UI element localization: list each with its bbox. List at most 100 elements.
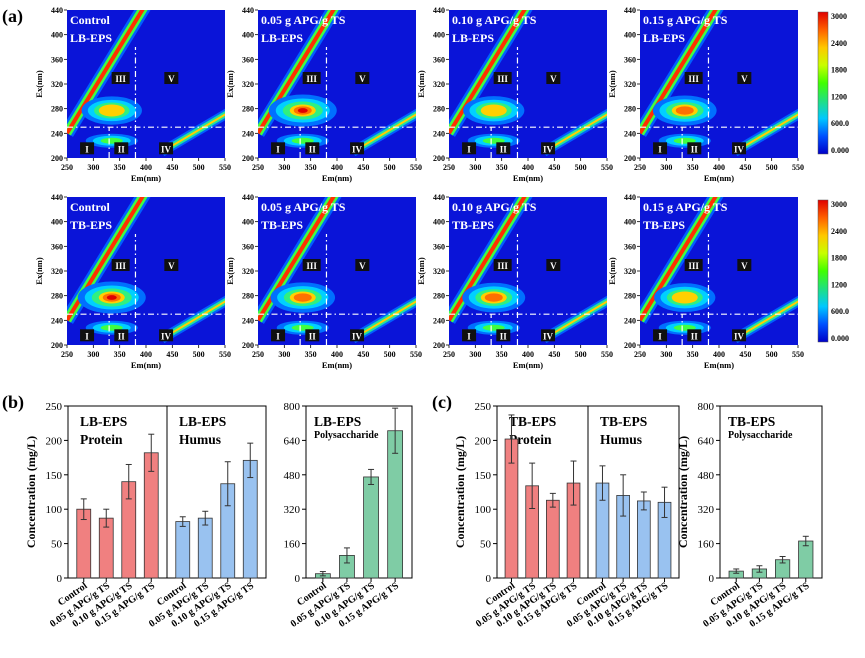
group-title: TB-EPS	[600, 414, 647, 429]
x-axis-label: Em(nm)	[704, 360, 734, 370]
region-label: III	[115, 261, 126, 271]
colorbar: 3000 2400 1800 1200 600.0 0.000	[817, 11, 849, 155]
region-label-box	[159, 329, 174, 342]
y-tick-label: 50	[51, 539, 63, 551]
x-tick-label: 350	[305, 350, 317, 359]
panel-dose-title: 0.15 g APG/g TS	[643, 200, 728, 214]
y-tick-label: 320	[51, 80, 63, 89]
x-axis-label: Em(nm)	[513, 360, 543, 370]
region-label: III	[306, 261, 317, 271]
x-tick-label: 300	[87, 163, 99, 172]
y-tick-label: 360	[433, 242, 445, 251]
colorbar-tick-label: 0.000	[831, 334, 849, 343]
y-tick-label: 400	[51, 218, 63, 227]
region-label: III	[115, 74, 126, 84]
fluorescence-peak-contour	[291, 137, 314, 144]
x-axis-label: Em(nm)	[704, 173, 734, 183]
plot-frame	[305, 405, 413, 579]
region-label-box	[164, 72, 179, 84]
panel-dose-title: 0.10 g APG/g TS	[452, 13, 537, 27]
y-tick-label: 400	[51, 31, 63, 40]
colorbar-tick-label: 3000	[831, 200, 847, 209]
panel-dose-title: 0.05 g APG/g TS	[261, 13, 346, 27]
region-label: IV	[352, 331, 363, 341]
region-label-box	[541, 142, 556, 155]
region-label: V	[359, 74, 366, 84]
y-tick-label: 280	[242, 292, 254, 301]
group-title: TB-EPS	[509, 414, 556, 429]
region-label: II	[118, 144, 126, 154]
y-axis-label: Ex(nm)	[225, 70, 235, 98]
fluorescence-peak-core	[98, 104, 125, 117]
x-axis-label: Em(nm)	[322, 360, 352, 370]
y-axis-label: Ex(nm)	[34, 70, 44, 98]
y-tick-label: 400	[242, 31, 254, 40]
panel-dose-title: 0.05 g APG/g TS	[261, 200, 346, 214]
x-tick-label: 400	[713, 163, 725, 172]
region-label: III	[497, 261, 508, 271]
region-label: IV	[161, 144, 172, 154]
y-tick-label: 320	[624, 267, 636, 276]
y-tick-label: 0	[57, 573, 63, 585]
region-label: IV	[734, 331, 745, 341]
fluorescence-peak-core	[480, 104, 507, 117]
x-tick-label: 250	[252, 350, 264, 359]
bar	[546, 499, 560, 579]
x-tick-label: 550	[792, 163, 804, 172]
y-axis-label: Ex(nm)	[34, 257, 44, 285]
region-label-box	[355, 259, 370, 271]
y-tick-label: 360	[433, 55, 445, 64]
x-tick-label: 500	[575, 350, 587, 359]
x-tick-label: 450	[166, 350, 178, 359]
region-label-box	[687, 329, 702, 342]
region-label: II	[309, 144, 317, 154]
y-tick-label: 320	[242, 80, 254, 89]
y-tick-label: 200	[242, 154, 254, 163]
y-tick-label: 640	[284, 435, 301, 447]
panel-eps-title: LB-EPS	[261, 31, 303, 45]
y-tick-label: 0	[709, 573, 715, 585]
y-tick-label: 160	[698, 539, 715, 551]
fluorescence-peak-contour	[100, 137, 123, 144]
region-label: I	[85, 331, 89, 341]
fluorescence-peak-contour	[673, 137, 696, 144]
fluorescence-peak-core	[106, 295, 117, 300]
bar-chart: 0 160 320 480 640 800 Concentration (mg/L) TB-E…	[676, 401, 823, 630]
colorbar-tick-label: 1800	[831, 66, 847, 75]
x-axis-label: Em(nm)	[322, 173, 352, 183]
x-tick-label: 500	[766, 163, 778, 172]
y-tick-label: 320	[51, 267, 63, 276]
region-label: IV	[543, 144, 554, 154]
bar-chart: 0 50 100 150 200 250 Concentration (mg/L) LB-EP…	[24, 401, 267, 630]
region-label: V	[550, 261, 557, 271]
region-label-box	[737, 259, 752, 271]
x-tick-label: 250	[252, 163, 264, 172]
x-tick-label: 300	[278, 350, 290, 359]
region-label: II	[118, 331, 126, 341]
y-tick-label: 320	[433, 80, 445, 89]
region-label: IV	[734, 144, 745, 154]
region-label-box	[684, 72, 703, 84]
colorbar-tick-label: 1800	[831, 254, 847, 263]
region-label-box	[271, 329, 286, 342]
y-tick-label: 150	[46, 470, 63, 482]
panel-label-a: (a)	[2, 6, 23, 27]
x-tick-label: 300	[660, 350, 672, 359]
y-tick-label: 440	[624, 193, 636, 202]
y-tick-label: 0	[295, 573, 301, 585]
y-tick-label: 250	[475, 401, 492, 413]
panel-dose-title: 0.10 g APG/g TS	[452, 200, 537, 214]
panel-eps-title: TB-EPS	[70, 218, 112, 232]
y-tick-label: 100	[475, 504, 492, 516]
x-tick-label: 500	[766, 350, 778, 359]
region-label-box	[302, 259, 321, 271]
x-tick-label: 250	[634, 163, 646, 172]
x-tick-label: 400	[331, 350, 343, 359]
region-label-box	[159, 142, 174, 155]
y-tick-label: 200	[51, 154, 63, 163]
panel-eps-title: LB-EPS	[643, 31, 685, 45]
x-tick-label: 400	[140, 350, 152, 359]
region-label-box	[114, 329, 129, 342]
x-tick-label: 250	[61, 350, 73, 359]
